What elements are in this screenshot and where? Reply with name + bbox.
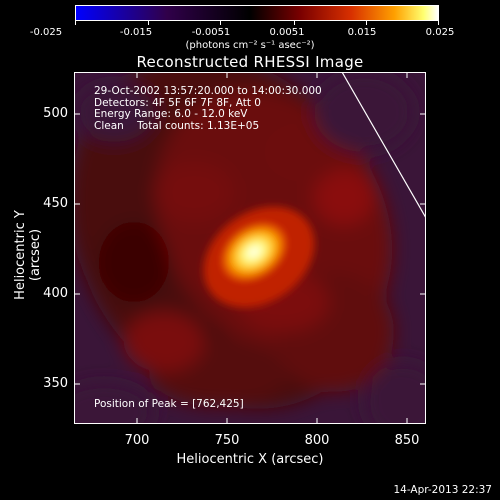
y-axis-label: Heliocentric Y (arcsec) — [13, 210, 43, 300]
x-tick-label: 850 — [394, 433, 420, 448]
rhessi-image — [74, 72, 426, 424]
y-tick-label: 350 — [43, 376, 68, 391]
colorbar-units: (photons cm⁻² s⁻¹ asec⁻²) — [185, 40, 315, 51]
time-range: 29-Oct-2002 13:57:20.000 to 14:00:30.000 — [94, 85, 322, 97]
detectors: Detectors: 4F 5F 6F 7F 8F, Att 0 — [94, 96, 261, 109]
colorbar-tick-label: -0.0051 — [191, 27, 231, 38]
colorbar-tick — [75, 21, 76, 25]
colorbar — [75, 5, 439, 21]
colorbar-tick — [438, 21, 439, 25]
y-tick-label: 400 — [43, 286, 68, 301]
x-axis-label: Heliocentric X (arcsec) — [176, 452, 324, 467]
colorbar-tick — [148, 21, 149, 25]
observation-info: 29-Oct-2002 13:57:20.000 to 14:00:30.000… — [94, 85, 322, 132]
colorbar-tick — [220, 21, 221, 25]
colorbar-tick-label: 0.0051 — [269, 27, 305, 38]
colorbar-tick-label: 0.015 — [347, 27, 377, 38]
colorbar-tick-label: -0.025 — [29, 27, 63, 38]
image-title: Reconstructed RHESSI Image — [136, 53, 364, 71]
y-tick-label: 500 — [43, 106, 68, 121]
peak-position: Position of Peak = [762,425] — [94, 398, 244, 410]
colorbar-tick — [366, 21, 367, 25]
timestamp: 14-Apr-2013 22:37 — [393, 484, 492, 496]
x-tick-label: 800 — [304, 433, 330, 448]
colorbar-tick — [294, 21, 295, 25]
x-tick-label: 750 — [214, 433, 240, 448]
colorbar-tick-label: -0.015 — [119, 27, 153, 38]
x-tick-label: 700 — [124, 433, 150, 448]
y-tick-label: 450 — [43, 196, 68, 211]
algorithm-counts: Clean Total counts: 1.13E+05 — [94, 119, 260, 132]
energy-range: Energy Range: 6.0 - 12.0 keV — [94, 108, 248, 120]
colorbar-tick-label: 0.025 — [425, 27, 455, 38]
